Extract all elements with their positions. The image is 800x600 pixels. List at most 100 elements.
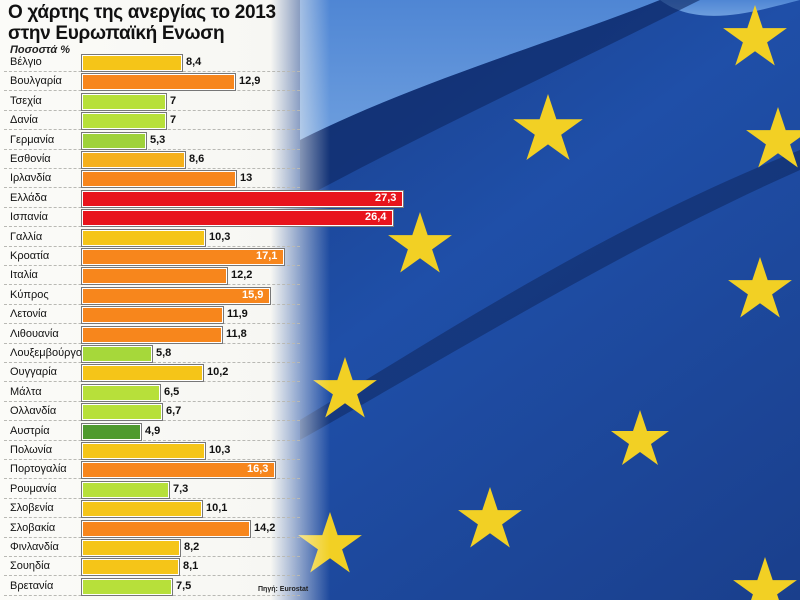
bar xyxy=(82,74,235,91)
bar xyxy=(82,287,270,304)
bar-row: Κροατία 17,1 xyxy=(0,247,420,266)
gridline xyxy=(4,323,300,325)
value-label: 5,8 xyxy=(156,347,172,359)
gridline xyxy=(4,594,300,596)
category-label: Λιθουανία xyxy=(10,327,59,340)
value-label: 8,6 xyxy=(189,153,205,165)
bar-row: Δανία 7 xyxy=(0,111,420,131)
category-label: Τσεχία xyxy=(10,94,42,107)
bar xyxy=(82,93,166,110)
bar-row: Λιθουανία 11,8 xyxy=(0,325,420,344)
bar xyxy=(82,384,160,401)
bar-row: Λουξεμβούργο 5,8 xyxy=(0,344,420,363)
bar xyxy=(82,540,180,556)
chart-title-line-2: στην Ευρωπαϊκή Ενωση xyxy=(8,23,225,44)
bar xyxy=(82,404,162,421)
value-label: 8,4 xyxy=(186,56,202,68)
value-label: 7,3 xyxy=(173,482,189,495)
category-label: Σλοβακία xyxy=(10,521,56,534)
gridline xyxy=(4,226,300,228)
chart-title: Ο χάρτης της ανεργίας το 2013 στην Ευρωπ… xyxy=(8,2,276,44)
gridline xyxy=(4,206,300,208)
value-label: 6,7 xyxy=(166,405,182,418)
bar-row: Μάλτα 6,5 xyxy=(0,383,420,402)
category-label: Ιρλανδία xyxy=(10,172,52,185)
chart-title-line-1: Ο χάρτης της ανεργίας το 2013 xyxy=(8,2,276,23)
bar-row: Ισπανία 26,4 xyxy=(0,208,420,228)
gridline xyxy=(4,420,300,422)
bar xyxy=(82,481,169,498)
value-label: 26,4 xyxy=(365,211,387,224)
bar xyxy=(82,132,146,149)
gridline xyxy=(4,342,300,344)
category-label: Σλοβενία xyxy=(10,502,54,515)
gridline xyxy=(4,497,300,499)
category-label: Βρετανία xyxy=(10,579,54,592)
gridline xyxy=(4,90,300,92)
value-label: 13 xyxy=(240,172,253,185)
category-label: Φινλανδία xyxy=(10,541,59,553)
bar xyxy=(82,55,182,71)
value-label: 4,9 xyxy=(145,424,161,437)
value-label: 6,5 xyxy=(164,385,180,398)
gridline xyxy=(4,129,300,131)
gridline xyxy=(4,168,300,169)
category-label: Ρουμανία xyxy=(10,482,57,495)
gridline xyxy=(4,459,300,460)
bar-row: Ελλάδα 27,3 xyxy=(0,189,420,208)
bar xyxy=(82,229,205,246)
value-label: 16,3 xyxy=(247,463,269,476)
bar xyxy=(82,578,172,595)
chart-subtitle: Ποσοστά % xyxy=(10,44,71,56)
bar-row: Ρουμανία 7,3 xyxy=(0,480,420,499)
bar-row: Γαλλία 10,3 xyxy=(0,228,420,247)
bar xyxy=(82,443,205,459)
gridline xyxy=(4,148,300,150)
bar xyxy=(82,423,141,440)
bar-row: Αυστρία 4,9 xyxy=(0,422,420,441)
value-label: 7,5 xyxy=(176,579,192,592)
category-label: Λετονία xyxy=(10,308,47,321)
value-label: 8,1 xyxy=(183,560,199,573)
bar xyxy=(82,559,179,576)
gridline xyxy=(4,265,300,266)
gridline xyxy=(4,362,300,363)
value-label: 27,3 xyxy=(375,191,397,204)
category-label: Πορτογαλία xyxy=(10,463,67,476)
bar xyxy=(82,249,284,265)
bar-row: Κύπρος 15,9 xyxy=(0,286,420,305)
category-label: Δανία xyxy=(10,114,39,127)
gridline xyxy=(4,71,300,72)
category-label: Ελλάδα xyxy=(10,191,48,204)
value-label: 15,9 xyxy=(242,288,264,301)
bar xyxy=(82,326,222,343)
bar-row: Πορτογαλία 16,3 xyxy=(0,460,420,480)
category-label: Αυστρία xyxy=(10,424,50,437)
bar xyxy=(82,210,393,227)
gridline xyxy=(4,536,300,538)
gridline xyxy=(4,575,300,577)
category-label: Βέλγιο xyxy=(10,56,42,68)
gridline xyxy=(4,478,300,480)
bar-row: Ουγγαρία 10,2 xyxy=(0,363,420,383)
gridline xyxy=(4,439,300,441)
value-label: 8,2 xyxy=(184,541,200,553)
category-label: Ολλανδία xyxy=(10,405,57,418)
bar-row: Σουηδία 8,1 xyxy=(0,557,420,577)
bar xyxy=(82,462,275,479)
bar xyxy=(82,171,236,188)
bar xyxy=(82,307,223,324)
gridline xyxy=(4,303,300,305)
category-label: Ουγγαρία xyxy=(10,366,57,379)
bar xyxy=(82,501,202,518)
category-label: Εσθονία xyxy=(10,153,51,165)
bar xyxy=(82,520,250,537)
bar xyxy=(82,190,403,207)
category-label: Κύπρος xyxy=(10,288,49,301)
bar-row: Λετονία 11,9 xyxy=(0,305,420,325)
bar-row: Εσθονία 8,6 xyxy=(0,150,420,169)
value-label: 14,2 xyxy=(254,521,276,534)
gridline xyxy=(4,400,300,402)
gridline xyxy=(4,109,300,111)
category-label: Βουλγαρία xyxy=(10,75,62,88)
